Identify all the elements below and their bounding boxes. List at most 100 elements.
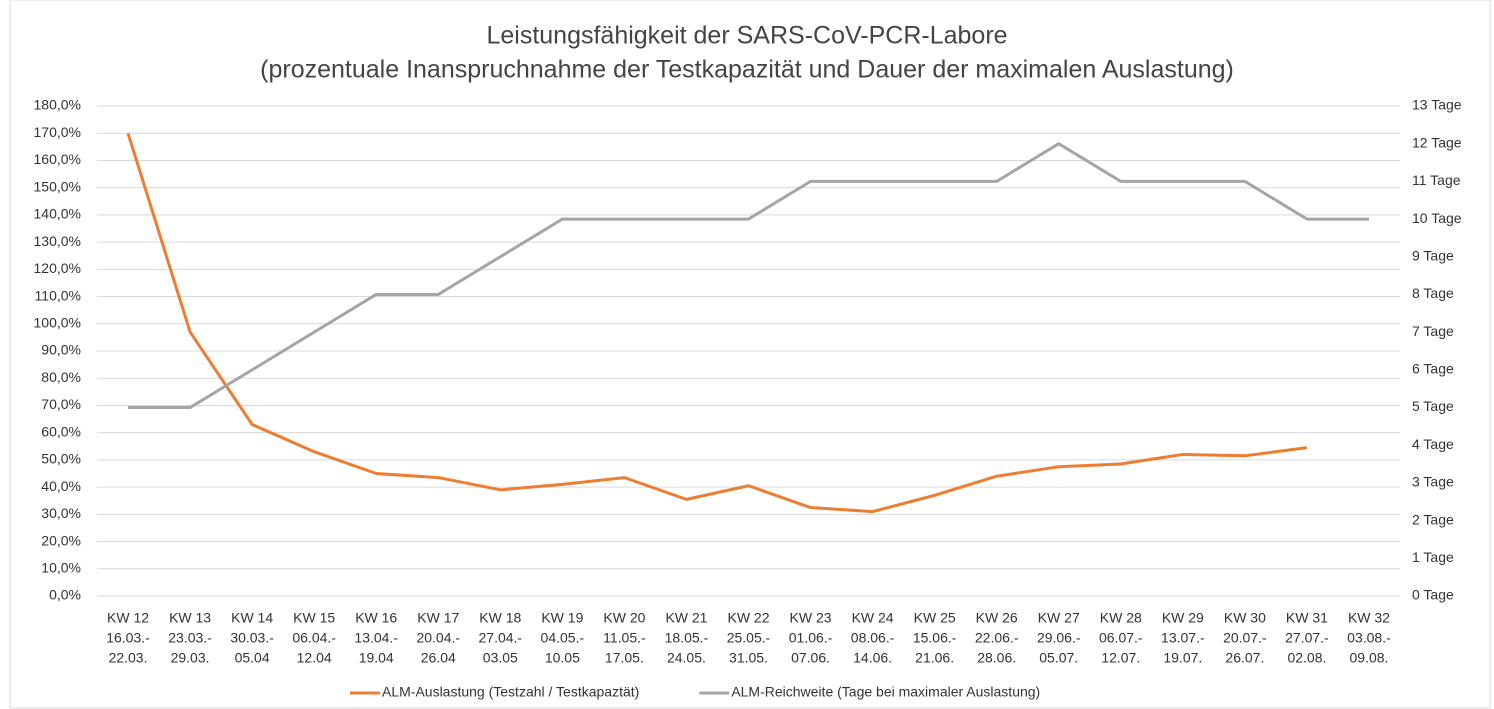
x-tick-label: 26.04 [421, 650, 456, 666]
x-tick-label: KW 19 [541, 610, 583, 626]
x-tick-label: KW 15 [293, 610, 335, 626]
y-tick-label: 100,0% [34, 314, 81, 330]
y2-tick-label: 7 Tage [1412, 323, 1454, 339]
x-tick-label: 22.06.- [975, 630, 1019, 646]
x-tick-label: 16.03.- [106, 630, 150, 646]
x-tick-label: KW 13 [169, 610, 211, 626]
y2-tick-label: 12 Tage [1412, 134, 1462, 150]
x-tick-label: 27.04.- [479, 630, 523, 646]
y-tick-label: 30,0% [41, 505, 81, 521]
y2-tick-label: 4 Tage [1412, 436, 1454, 452]
x-tick-label: 12.07. [1101, 650, 1140, 666]
y2-tick-label: 5 Tage [1412, 398, 1454, 414]
x-tick-label: 26.07. [1225, 650, 1264, 666]
x-tick-label: 21.06. [915, 650, 954, 666]
y-tick-label: 60,0% [41, 423, 81, 439]
x-tick-label: 02.08. [1287, 650, 1326, 666]
x-tick-label: 18.05.- [665, 630, 709, 646]
legend-label: ALM-Reichweite (Tage bei maximaler Ausla… [731, 684, 1040, 700]
x-tick-label: KW 21 [665, 610, 707, 626]
x-tick-label: 14.06. [853, 650, 892, 666]
x-tick-label: 28.06. [977, 650, 1016, 666]
chart-subtitle: (prozentuale Inanspruchnahme der Testkap… [260, 56, 1234, 84]
x-tick-label: KW 22 [727, 610, 769, 626]
x-tick-label: KW 20 [603, 610, 645, 626]
x-tick-label: 19.07. [1163, 650, 1202, 666]
y2-tick-label: 13 Tage [1412, 97, 1462, 113]
x-tick-label: 09.08. [1350, 650, 1389, 666]
y-tick-label: 90,0% [41, 342, 81, 358]
x-tick-label: 04.05.- [541, 630, 585, 646]
y-tick-label: 70,0% [41, 396, 81, 412]
y-tick-label: 140,0% [34, 206, 81, 222]
y2-tick-label: 8 Tage [1412, 285, 1454, 301]
x-tick-label: 11.05.- [603, 630, 646, 646]
x-tick-label: 22.03. [109, 650, 148, 666]
y-tick-label: 50,0% [41, 451, 81, 467]
x-tick-label: 06.07.- [1099, 630, 1143, 646]
y-tick-label: 120,0% [34, 260, 81, 276]
y-tick-label: 0,0% [49, 587, 81, 603]
chart-title: Leistungsfähigkeit der SARS-CoV-PCR-Labo… [486, 22, 1007, 50]
x-tick-label: KW 29 [1162, 610, 1204, 626]
x-tick-label: 29.06.- [1037, 630, 1081, 646]
y-tick-label: 180,0% [34, 97, 81, 113]
x-tick-label: 20.04.- [416, 630, 460, 646]
y2-tick-label: 11 Tage [1412, 172, 1461, 188]
x-tick-label: 13.04.- [354, 630, 398, 646]
x-tick-label: 07.06. [791, 650, 830, 666]
x-tick-label: 24.05. [667, 650, 706, 666]
x-tick-label: 12.04 [297, 650, 332, 666]
x-tick-label: 31.05. [729, 650, 768, 666]
x-tick-label: 03.05 [483, 650, 518, 666]
x-tick-label: 03.08.- [1347, 630, 1391, 646]
series-line [126, 132, 1308, 514]
x-tick-label: 05.07. [1039, 650, 1078, 666]
y2-tick-label: 10 Tage [1412, 210, 1462, 226]
y-tick-label: 130,0% [34, 233, 81, 249]
y-tick-label: 160,0% [34, 151, 81, 167]
y-tick-label: 40,0% [41, 478, 81, 494]
y2-tick-label: 1 Tage [1412, 549, 1454, 565]
x-tick-label: KW 32 [1348, 610, 1390, 626]
y2-tick-label: 6 Tage [1412, 361, 1454, 377]
x-tick-label: 25.05.- [727, 630, 771, 646]
x-tick-label: 29.03. [171, 650, 210, 666]
y2-tick-label: 3 Tage [1412, 474, 1454, 490]
series-line [128, 142, 1369, 410]
x-tick-label: 08.06.- [851, 630, 895, 646]
x-tick-label: 01.06.- [789, 630, 833, 646]
x-tick-label: 23.03.- [168, 630, 212, 646]
x-tick-label: KW 28 [1100, 610, 1142, 626]
x-tick-label: KW 24 [852, 610, 894, 626]
x-tick-label: KW 30 [1224, 610, 1266, 626]
x-tick-label: 20.07.- [1223, 630, 1267, 646]
x-tick-label: 19.04 [359, 650, 394, 666]
x-tick-label: 05.04 [235, 650, 270, 666]
y2-tick-label: 9 Tage [1412, 247, 1454, 263]
y-tick-label: 110,0% [35, 287, 81, 303]
x-tick-label: KW 12 [107, 610, 149, 626]
x-tick-label: 30.03.- [230, 630, 274, 646]
x-tick-label: KW 14 [231, 610, 273, 626]
x-tick-label: 27.07.- [1285, 630, 1329, 646]
x-tick-label: KW 27 [1038, 610, 1080, 626]
x-tick-label: 10.05 [545, 650, 580, 666]
x-tick-label: KW 16 [355, 610, 397, 626]
y-tick-label: 10,0% [41, 559, 81, 575]
y2-tick-label: 0 Tage [1412, 587, 1454, 603]
x-tick-label: KW 31 [1286, 610, 1328, 626]
x-tick-label: KW 18 [479, 610, 521, 626]
x-tick-label: KW 23 [790, 610, 832, 626]
y-tick-label: 20,0% [41, 532, 81, 548]
x-tick-label: KW 17 [417, 610, 459, 626]
x-tick-label: KW 26 [976, 610, 1018, 626]
x-tick-label: 15.06.- [913, 630, 957, 646]
y-tick-label: 170,0% [34, 124, 81, 140]
y2-tick-label: 2 Tage [1412, 511, 1454, 527]
x-tick-label: 06.04.- [292, 630, 336, 646]
x-tick-label: KW 25 [914, 610, 956, 626]
y-tick-label: 80,0% [41, 369, 81, 385]
legend-label: ALM-Auslastung (Testzahl / Testkapaztät) [382, 684, 639, 700]
